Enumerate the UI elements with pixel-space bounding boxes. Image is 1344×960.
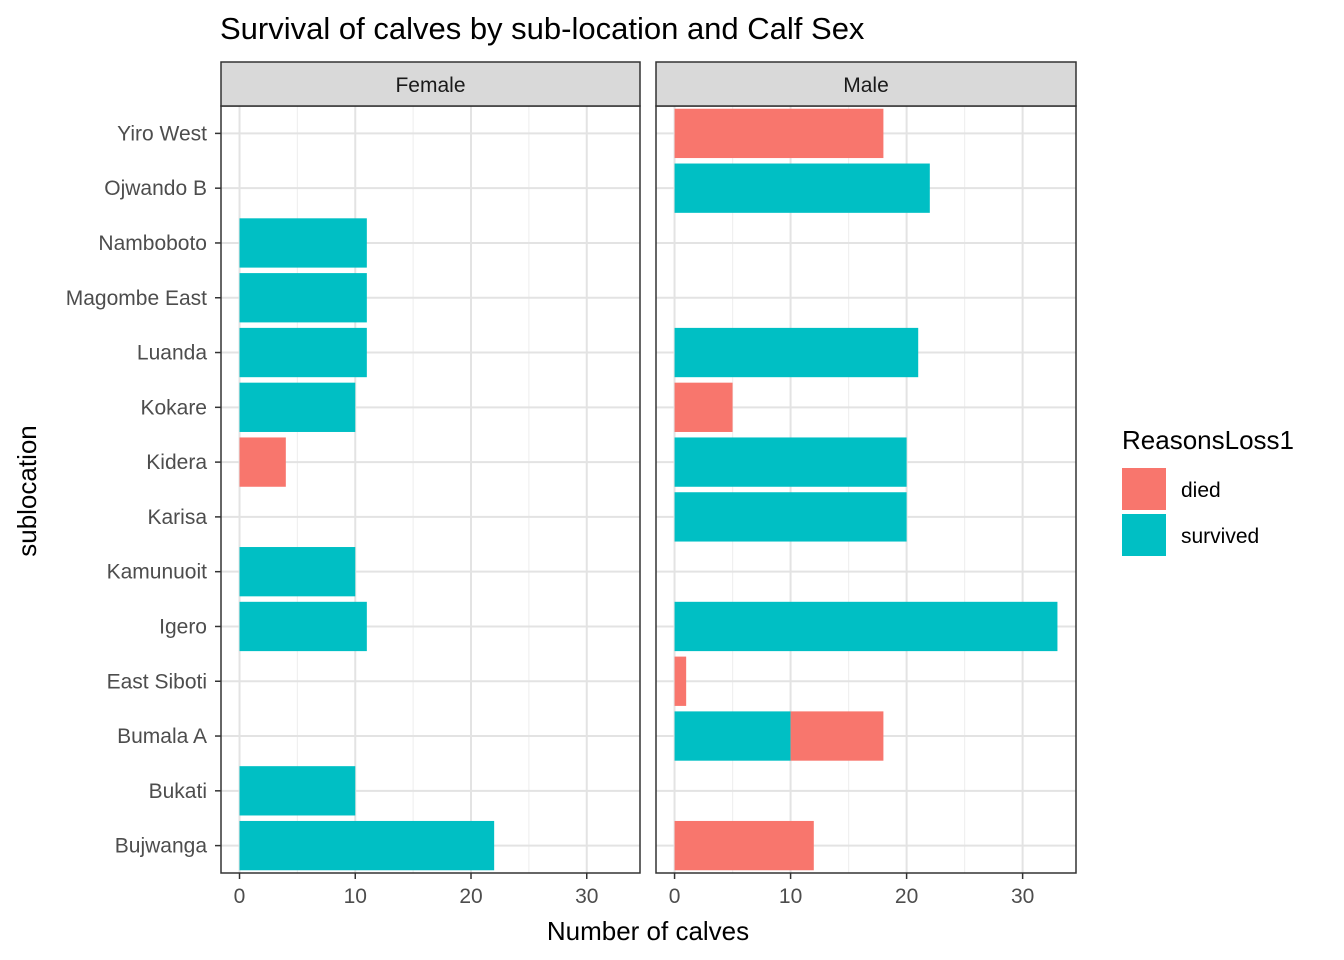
y-tick-label: Bumala A — [117, 725, 207, 748]
y-axis-title: sublocation — [12, 425, 42, 557]
y-tick-label: Bujwanga — [115, 835, 208, 858]
legend-title: ReasonsLoss1 — [1122, 425, 1294, 455]
x-tick-label: 10 — [344, 885, 367, 908]
legend-label-died: died — [1181, 479, 1221, 502]
x-axis-female: 0 10 20 30 — [234, 873, 598, 908]
y-tick-label: Yiro West — [117, 122, 207, 145]
bar-kokare-survived — [239, 382, 356, 432]
y-tick-label: Kidera — [146, 451, 207, 474]
y-tick-label: Luanda — [137, 342, 207, 365]
bar-namboboto-survived — [239, 218, 367, 268]
facet-panels: Female Male — [220, 61, 1077, 874]
x-tick-label: 20 — [895, 885, 918, 908]
bar-kokare-died — [674, 382, 733, 432]
facet-male: Male — [655, 61, 1077, 874]
legend-swatch-died — [1122, 468, 1166, 510]
bar-kidera-died — [239, 437, 286, 487]
x-tick-label: 0 — [669, 885, 681, 908]
y-tick-label: Ojwando B — [104, 177, 207, 200]
bar-bumala-a-died — [790, 711, 884, 761]
y-tick-label: Namboboto — [98, 232, 207, 255]
x-tick-label: 10 — [779, 885, 802, 908]
bar-kidera-survived — [674, 437, 907, 487]
x-tick-label: 30 — [1011, 885, 1034, 908]
legend-label-survived: survived — [1181, 525, 1259, 548]
bar-luanda-survived — [239, 327, 367, 378]
bar-luanda-survived — [674, 327, 919, 378]
y-tick-label: Karisa — [147, 506, 207, 529]
legend-swatch-survived — [1122, 514, 1166, 556]
y-tick-label: Magombe East — [66, 287, 207, 310]
x-axes: 0 10 20 30 0 10 20 30 — [234, 873, 1034, 908]
facet-female: Female — [220, 61, 641, 874]
facet-strip — [655, 61, 1077, 107]
bar-bukati-survived — [239, 766, 356, 816]
bar-kamunuoit-survived — [239, 547, 356, 597]
y-tick-label: Igero — [159, 615, 207, 638]
y-tick-label: Kamunuoit — [107, 561, 208, 584]
bar-yiro-west-died — [674, 108, 884, 159]
y-tick-label: Bukati — [149, 780, 207, 803]
facet-strip — [220, 61, 641, 107]
chart-title: Survival of calves by sub-location and C… — [220, 11, 865, 46]
bar-bumala-a-survived — [674, 711, 791, 761]
y-tick-label: East Siboti — [107, 670, 207, 693]
bar-igero-survived — [239, 601, 367, 652]
x-tick-label: 30 — [575, 885, 598, 908]
bar-igero-survived — [674, 601, 1058, 652]
x-tick-label: 20 — [459, 885, 482, 908]
bar-east-siboti-died — [674, 656, 687, 706]
y-axis: Yiro West Ojwando B Namboboto Magombe East L… — [66, 122, 221, 858]
bar-magombe-east-survived — [239, 273, 367, 323]
x-axis-title: Number of calves — [547, 916, 749, 946]
bar-bujwanga-survived — [239, 820, 495, 871]
x-axis-male: 0 10 20 30 — [669, 873, 1034, 908]
legend: ReasonsLoss1 died survived — [1122, 425, 1294, 556]
y-tick-label: Kokare — [140, 396, 207, 419]
facet-label: Male — [843, 74, 889, 97]
bar-karisa-survived — [674, 492, 907, 542]
x-tick-label: 0 — [234, 885, 246, 908]
facet-label: Female — [395, 74, 465, 97]
bar-bujwanga-died — [674, 820, 814, 871]
bar-ojwando-b-survived — [674, 163, 930, 213]
